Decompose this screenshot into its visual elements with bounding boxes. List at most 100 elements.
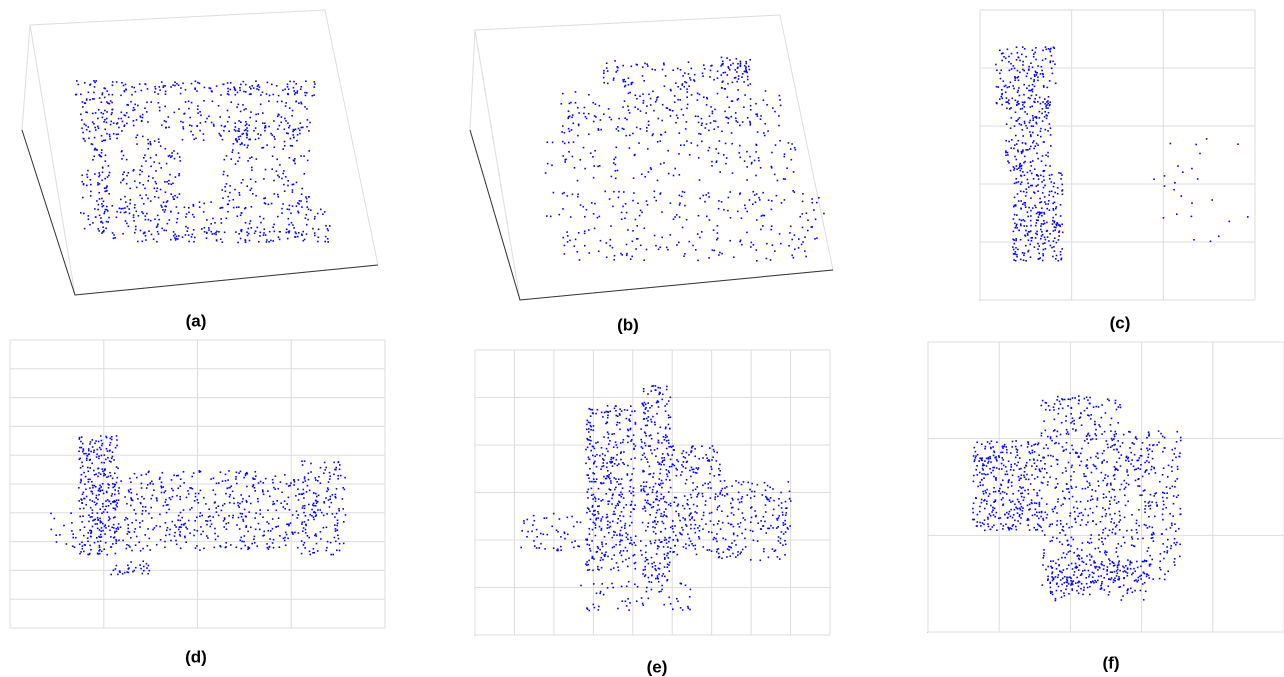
point [290, 145, 292, 147]
point [609, 478, 611, 480]
point [691, 469, 693, 471]
point [634, 155, 636, 157]
point [713, 79, 715, 81]
point [584, 230, 586, 232]
point [1005, 466, 1007, 468]
point [801, 244, 803, 246]
point [136, 211, 138, 213]
point [291, 222, 293, 224]
point [1001, 468, 1003, 470]
point [531, 531, 533, 533]
point [659, 478, 661, 480]
point [595, 535, 597, 537]
point [300, 155, 302, 157]
point [632, 555, 634, 557]
point [173, 235, 175, 237]
point [975, 455, 977, 457]
point [620, 530, 622, 532]
point [1026, 192, 1028, 194]
point [81, 175, 83, 177]
point [573, 526, 575, 528]
point [308, 209, 310, 211]
point [1031, 237, 1033, 239]
point [213, 124, 215, 126]
point [109, 103, 111, 105]
point [664, 85, 666, 87]
point [135, 567, 137, 569]
point [599, 216, 601, 218]
point [640, 439, 642, 441]
point [629, 112, 631, 114]
point [112, 478, 114, 480]
point [146, 111, 148, 113]
point [716, 533, 718, 535]
point [674, 501, 676, 503]
point [1045, 105, 1047, 107]
point [716, 551, 718, 553]
point [649, 407, 651, 409]
point [726, 556, 728, 558]
point [533, 515, 535, 517]
point [523, 522, 525, 524]
point [116, 531, 118, 533]
point [301, 86, 303, 88]
point [543, 534, 545, 536]
point [278, 176, 280, 178]
point [79, 458, 81, 460]
point [72, 537, 74, 539]
point [1034, 514, 1036, 516]
point [143, 184, 145, 186]
point [206, 524, 208, 526]
point [710, 70, 712, 72]
point [1053, 246, 1055, 248]
point [233, 207, 235, 209]
point [713, 451, 715, 453]
point [141, 90, 143, 92]
point [586, 438, 588, 440]
point [589, 533, 591, 535]
point [588, 560, 590, 562]
point [594, 497, 596, 499]
point [763, 516, 765, 518]
point [712, 113, 714, 115]
point [1052, 73, 1054, 75]
point [595, 524, 597, 526]
point [687, 104, 689, 106]
point [620, 492, 622, 494]
point [663, 464, 665, 466]
point [72, 533, 74, 535]
point [780, 105, 782, 107]
point [1021, 513, 1023, 515]
point [1095, 456, 1097, 458]
point [148, 148, 150, 150]
point [83, 472, 85, 474]
point [593, 522, 595, 524]
point [232, 491, 234, 493]
point [1054, 237, 1056, 239]
point [1033, 444, 1035, 446]
point [682, 227, 684, 229]
point [1013, 514, 1015, 516]
point [105, 228, 107, 230]
point [292, 189, 294, 191]
point [1007, 160, 1009, 162]
point [613, 546, 615, 548]
point [666, 474, 668, 476]
point [99, 215, 101, 217]
point [704, 68, 706, 70]
point [585, 116, 587, 118]
point [82, 106, 84, 108]
point [282, 203, 284, 205]
point [263, 198, 265, 200]
point [989, 468, 991, 470]
point [654, 449, 656, 451]
point [601, 542, 603, 544]
point [253, 87, 255, 89]
point [601, 583, 603, 585]
point [159, 110, 161, 112]
point [170, 499, 172, 501]
point [220, 471, 222, 473]
point [80, 114, 82, 116]
point [218, 105, 220, 107]
point [327, 238, 329, 240]
